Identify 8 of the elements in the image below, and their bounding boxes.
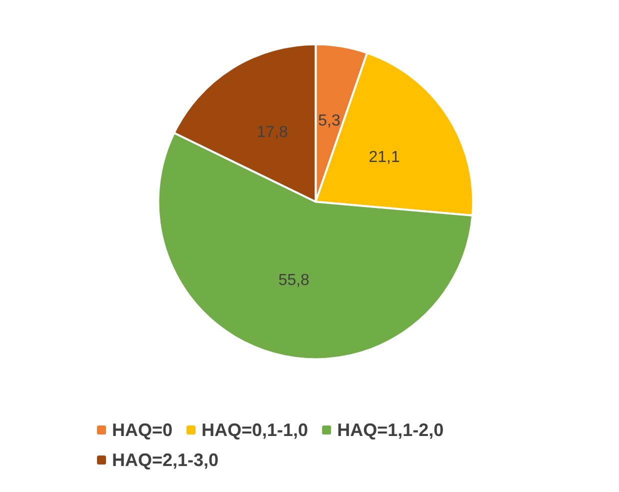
data-label: 5,3	[318, 112, 340, 130]
legend-label: HAQ=0	[112, 420, 173, 440]
data-label: 21,1	[368, 148, 400, 166]
legend-label: HAQ=1,1-2,0	[337, 420, 444, 440]
legend-label: HAQ=2,1-3,0	[112, 450, 219, 470]
data-label: 55,8	[278, 272, 310, 289]
data-label: 17,8	[256, 124, 288, 141]
legend-label: HAQ=0,1-1,0	[202, 420, 308, 440]
